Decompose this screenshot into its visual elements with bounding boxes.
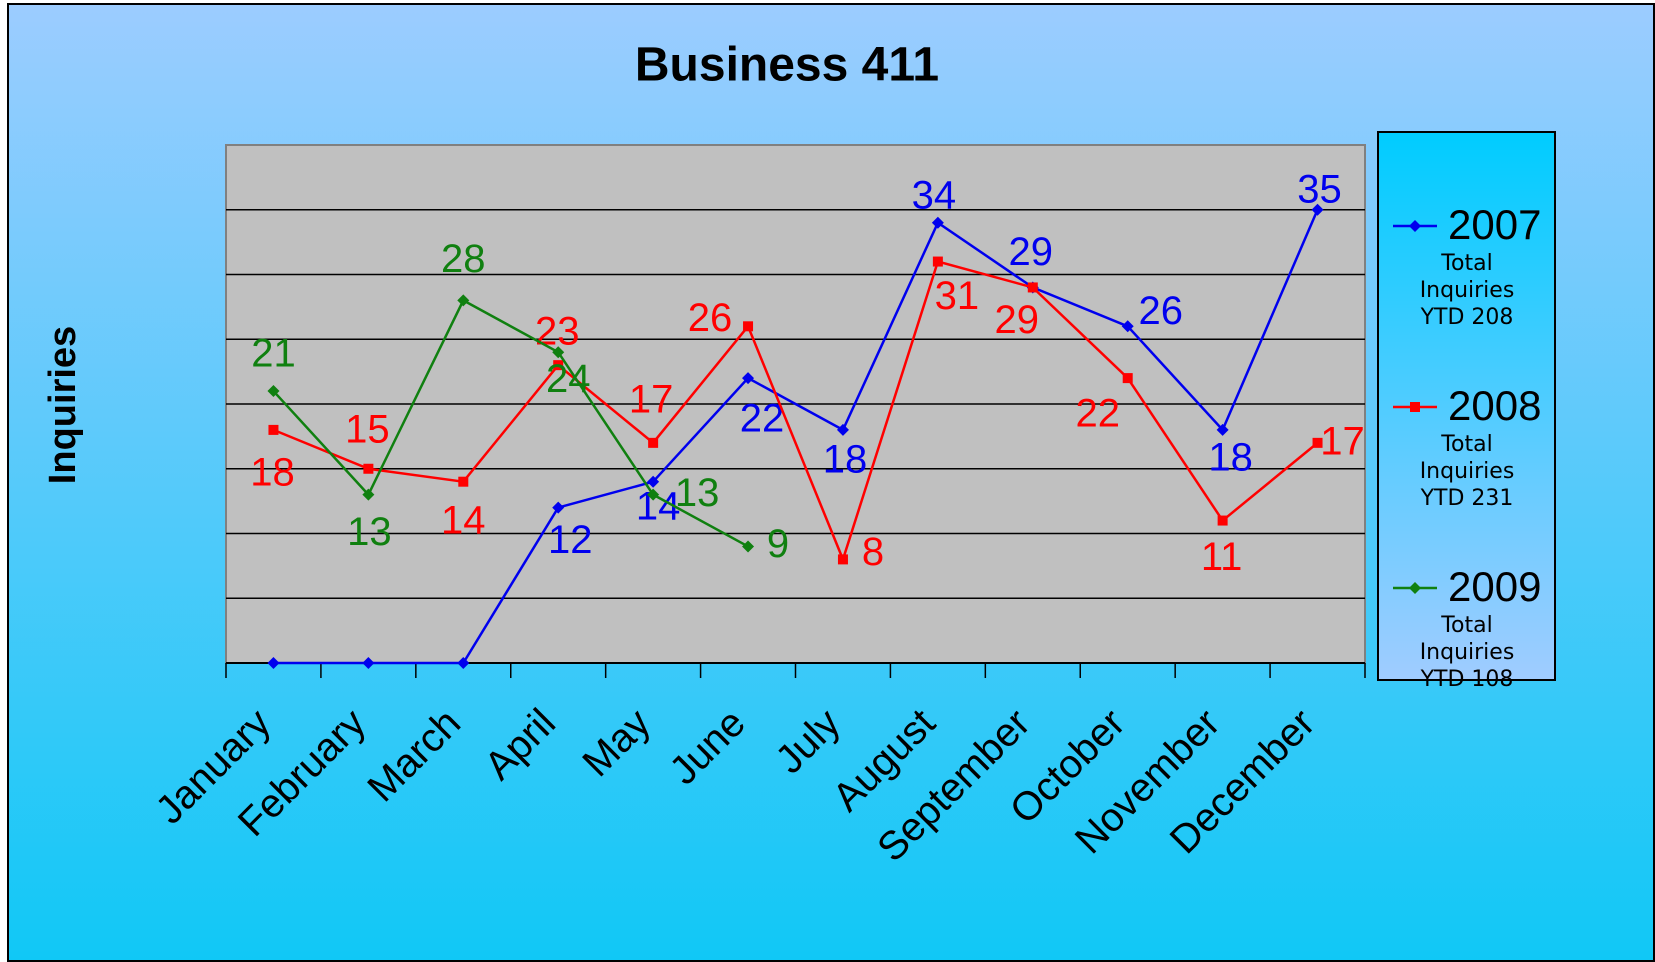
series-line [272,260,1319,564]
marker [648,437,659,448]
marker [742,372,755,385]
data-label: 22 [1075,392,1120,436]
marker [1027,282,1038,293]
series-line [273,209,1319,665]
data-label: 15 [345,407,390,451]
data-label: 31 [935,274,980,318]
marker [742,540,755,553]
marker [553,360,564,371]
series-line [272,298,749,548]
legend-note: Inquiries [1420,640,1515,665]
marker [743,321,754,332]
legend-label: 2007 [1448,201,1541,248]
legend-label: 2008 [1448,382,1541,429]
marker [457,294,470,307]
legend-note: Total [1440,432,1492,457]
marker [932,256,943,267]
marker [458,476,469,487]
data-label: 26 [1138,289,1183,333]
y-axis-label: Inquiries [42,326,84,484]
marker [552,346,565,359]
data-label: 21 [251,332,296,376]
marker [267,385,280,398]
data-label: 17 [629,377,674,421]
marker [267,657,280,669]
marker [1311,203,1324,216]
data-label: 17 [1320,419,1365,463]
marker [836,423,849,436]
legend-note: YTD 108 [1420,667,1514,692]
marker [362,488,375,501]
marker [268,424,279,435]
data-label: 18 [250,450,295,494]
data-label: 11 [1201,535,1243,579]
marker [647,488,660,501]
data-label: 28 [441,237,486,281]
marker [363,463,374,474]
legend-label: 2009 [1448,563,1541,610]
data-label: 29 [1009,230,1054,274]
marker [457,657,470,669]
chart-title: Business 411 [635,39,939,92]
legend-marker [1409,220,1421,232]
data-label: 13 [675,471,720,515]
marker [362,657,375,669]
legend-note: YTD 208 [1420,305,1514,330]
marker [1312,437,1323,448]
data-label: 18 [1208,435,1253,479]
data-label: 34 [912,173,957,217]
legend-marker [1410,402,1420,412]
data-label: 35 [1297,167,1342,211]
data-label: 26 [688,296,733,340]
data-label: 13 [347,510,392,554]
data-label: 9 [767,522,789,566]
data-label: 8 [862,530,884,574]
legend-note: Total [1440,613,1492,638]
marker [552,501,565,514]
legend-note: Inquiries [1420,278,1515,303]
marker [931,216,944,229]
legend-note: Total [1440,251,1492,276]
data-label: 18 [823,437,868,481]
legend-marker [1409,582,1421,594]
data-label: 22 [740,397,785,441]
marker [1122,373,1133,384]
marker [647,475,660,488]
legend-note: YTD 231 [1420,486,1514,511]
data-label: 24 [546,357,591,401]
legend-note: Inquiries [1420,459,1515,484]
marker [1216,423,1229,436]
data-label: 23 [535,310,580,354]
data-label: 12 [548,518,593,562]
marker [837,554,848,565]
data-label: 29 [995,298,1040,342]
data-label: 14 [441,498,486,542]
marker [1121,320,1134,333]
marker [1217,515,1228,526]
